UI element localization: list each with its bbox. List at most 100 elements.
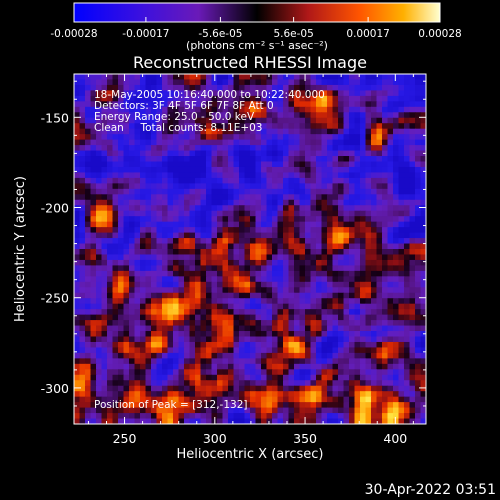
heatmap-cell [420, 106, 426, 113]
heatmap-cell [233, 281, 240, 288]
heatmap-cell [261, 407, 268, 414]
heatmap-cell [404, 90, 411, 97]
heatmap-cell [189, 79, 196, 86]
heatmap-cell [96, 369, 103, 376]
heatmap-cell [332, 84, 339, 92]
heatmap-cell [74, 188, 81, 195]
heatmap-cell [178, 156, 185, 163]
heatmap-cell [398, 336, 405, 343]
heatmap-cell [310, 112, 317, 119]
heatmap-cell [101, 205, 108, 212]
heatmap-cell [299, 287, 306, 294]
heatmap-cell [206, 101, 213, 108]
heatmap-cell [244, 205, 251, 212]
heatmap-cell [288, 347, 295, 354]
heatmap-cell [112, 303, 119, 310]
heatmap-cell [387, 139, 394, 146]
heatmap-cell [420, 177, 426, 184]
heatmap-cell [376, 227, 383, 234]
heatmap-cell [409, 183, 416, 190]
heatmap-cell [376, 177, 383, 184]
heatmap-cell [338, 259, 345, 267]
heatmap-cell [382, 188, 389, 195]
heatmap-cell [354, 336, 361, 343]
heatmap-cell [151, 270, 158, 277]
heatmap-cell [404, 210, 411, 217]
heatmap-cell [206, 205, 213, 212]
heatmap-cell [299, 254, 306, 261]
heatmap-cell [255, 341, 262, 349]
heatmap-cell [90, 205, 97, 212]
heatmap-cell [184, 112, 191, 119]
heatmap-cell [294, 139, 301, 146]
heatmap-cell [272, 281, 279, 288]
heatmap-cell [343, 336, 350, 343]
heatmap-cell [354, 232, 361, 239]
heatmap-cell [343, 210, 350, 217]
heatmap-cell [294, 331, 301, 338]
heatmap-cell [123, 341, 130, 349]
heatmap-cell [90, 270, 97, 277]
heatmap-cell [101, 139, 108, 146]
heatmap-cell [239, 418, 246, 424]
heatmap-cell [244, 363, 251, 370]
heatmap-cell [145, 238, 152, 245]
heatmap-cell [167, 374, 174, 381]
heatmap-cell [409, 303, 416, 310]
heatmap-cell [332, 352, 339, 359]
heatmap-cell [277, 199, 284, 206]
heatmap-cell [173, 298, 180, 305]
heatmap-cell [217, 292, 224, 299]
heatmap-cell [112, 139, 119, 146]
heatmap-cell [74, 309, 81, 316]
heatmap-cell [376, 101, 383, 108]
heatmap-cell [156, 216, 163, 223]
heatmap-cell [354, 325, 361, 332]
heatmap-cell [277, 101, 284, 108]
heatmap-cell [156, 363, 163, 370]
heatmap-cell [277, 139, 284, 146]
heatmap-cell [338, 238, 345, 245]
heatmap-cell [167, 391, 174, 398]
heatmap-cell [101, 210, 108, 217]
heatmap-cell [376, 407, 383, 414]
heatmap-cell [206, 150, 213, 157]
heatmap-cell [261, 166, 268, 174]
heatmap-cell [354, 265, 361, 272]
heatmap-cell [233, 336, 240, 343]
heatmap-cell [222, 238, 229, 245]
heatmap-cell [217, 363, 224, 370]
heatmap-cell [244, 281, 251, 288]
heatmap-cell [283, 380, 290, 387]
heatmap-cell [222, 128, 229, 135]
heatmap-cell [277, 298, 284, 305]
heatmap-cell [250, 150, 257, 157]
heatmap-cell [217, 385, 224, 392]
heatmap-cell [206, 298, 213, 305]
heatmap-cell [162, 336, 169, 343]
heatmap-cell [305, 199, 312, 206]
heatmap-cell [90, 380, 97, 387]
heatmap-cell [206, 232, 213, 239]
heatmap-cell [272, 161, 279, 168]
heatmap-cell [85, 363, 92, 370]
heatmap-cell [184, 259, 191, 267]
heatmap-cell [211, 281, 218, 288]
heatmap-cell [305, 84, 312, 92]
heatmap-cell [184, 265, 191, 272]
heatmap-cell [222, 303, 229, 310]
heatmap-cell [299, 79, 306, 86]
heatmap-cell [101, 287, 108, 294]
heatmap-cell [404, 396, 411, 403]
heatmap-cell [398, 418, 405, 424]
heatmap-cell [151, 407, 158, 414]
heatmap-cell [393, 325, 400, 332]
heatmap-cell [387, 161, 394, 168]
plot-frame [73, 73, 427, 425]
heatmap-cell [233, 194, 240, 201]
heatmap-cell [409, 320, 416, 327]
heatmap-cell [140, 227, 147, 234]
heatmap-cell [79, 418, 86, 424]
heatmap-cell [156, 320, 163, 327]
